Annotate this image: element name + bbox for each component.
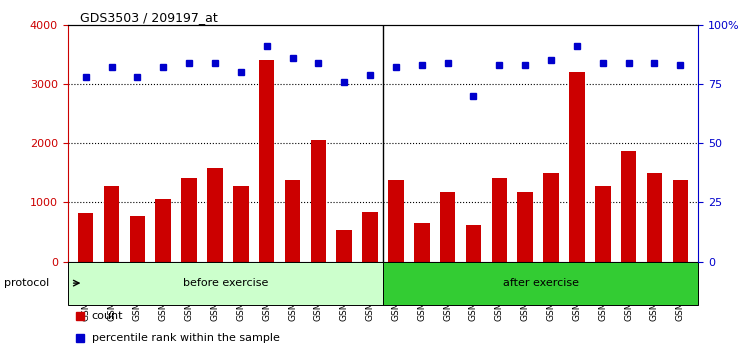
- Bar: [388, 181, 404, 262]
- Bar: [517, 192, 533, 262]
- Bar: [78, 213, 93, 262]
- Bar: [130, 216, 145, 262]
- Bar: [621, 151, 636, 262]
- Bar: [104, 187, 119, 262]
- Bar: [647, 173, 662, 262]
- Bar: [233, 187, 249, 262]
- Bar: [207, 168, 223, 262]
- Bar: [543, 173, 559, 262]
- Text: count: count: [92, 311, 123, 321]
- Text: before exercise: before exercise: [182, 278, 268, 288]
- Text: after exercise: after exercise: [502, 278, 579, 288]
- Bar: [285, 181, 300, 262]
- Bar: [595, 187, 611, 262]
- Bar: [259, 60, 274, 262]
- Bar: [311, 139, 326, 262]
- Text: GDS3503 / 209197_at: GDS3503 / 209197_at: [80, 11, 218, 24]
- Bar: [155, 199, 171, 262]
- Bar: [68, 262, 383, 305]
- Text: protocol: protocol: [4, 278, 49, 288]
- Bar: [492, 177, 507, 262]
- Bar: [569, 72, 585, 262]
- Bar: [466, 225, 481, 262]
- Bar: [414, 223, 430, 262]
- Bar: [336, 230, 352, 262]
- Bar: [362, 212, 378, 262]
- Bar: [673, 180, 688, 262]
- Bar: [181, 178, 197, 262]
- Bar: [440, 192, 455, 262]
- Bar: [383, 262, 698, 305]
- Text: percentile rank within the sample: percentile rank within the sample: [92, 332, 279, 343]
